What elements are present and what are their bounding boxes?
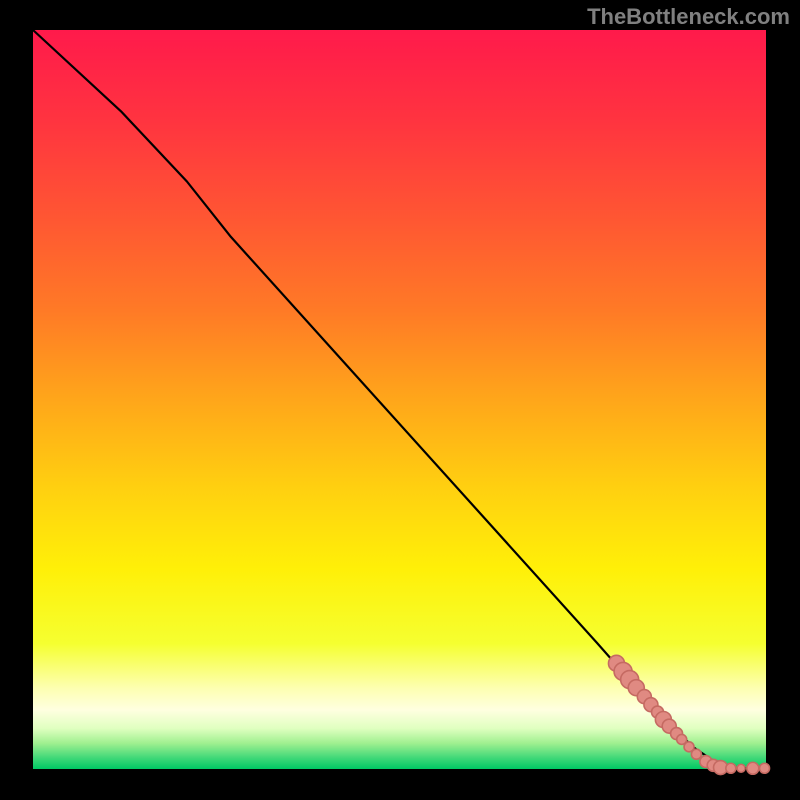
data-marker <box>726 763 736 773</box>
data-marker <box>760 763 770 773</box>
data-marker <box>737 764 745 772</box>
chart-container: { "attribution": { "text": "TheBottlenec… <box>0 0 800 800</box>
bottleneck-chart <box>0 0 800 800</box>
data-marker <box>691 749 701 759</box>
data-marker <box>747 762 759 774</box>
attribution-text: TheBottleneck.com <box>587 4 790 30</box>
plot-background <box>33 30 766 769</box>
